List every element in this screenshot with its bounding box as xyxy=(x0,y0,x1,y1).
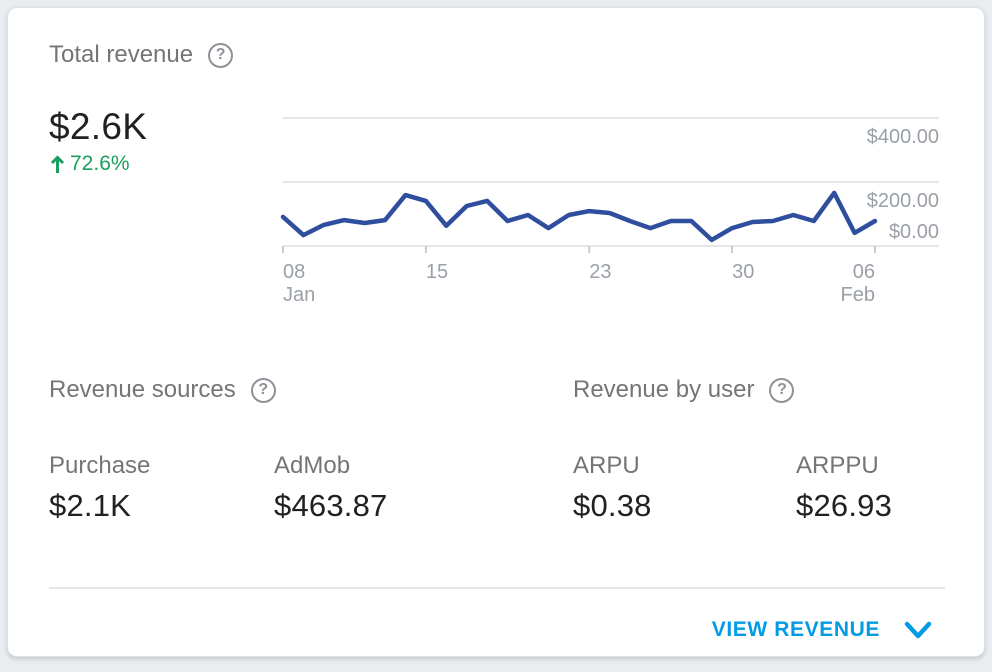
stat-label: ARPPU xyxy=(796,452,879,479)
chart-gridlines xyxy=(283,117,939,247)
stat-label: ARPU xyxy=(573,452,640,479)
arrow-up-icon xyxy=(50,154,65,173)
stat-value: $26.93 xyxy=(796,488,893,523)
stat-label: AdMob xyxy=(274,452,351,479)
svg-text:$0.00: $0.00 xyxy=(889,221,939,243)
chart-y-labels: $400.00 $200.00 $0.00 xyxy=(867,126,939,243)
svg-text:$400.00: $400.00 xyxy=(867,126,939,148)
view-revenue-label: VIEW REVENUE xyxy=(711,618,880,641)
card-header: Total revenue ? xyxy=(49,41,234,69)
svg-text:Feb: Feb xyxy=(841,284,875,306)
svg-text:23: 23 xyxy=(589,261,611,283)
revenue-sources-header: Revenue sources ? xyxy=(49,376,276,404)
stat-value: $0.38 xyxy=(573,488,652,523)
stat-arpu: ARPU $0.38 xyxy=(573,451,652,524)
svg-text:Jan: Jan xyxy=(283,284,315,306)
page-title: Total revenue xyxy=(49,41,194,68)
stat-purchase: Purchase $2.1K xyxy=(49,451,150,524)
stat-value: $463.87 xyxy=(274,488,388,523)
stat-label: Purchase xyxy=(49,452,151,479)
chevron-down-icon xyxy=(904,621,932,639)
stat-arppu: ARPPU $26.93 xyxy=(796,451,892,524)
footer-divider xyxy=(49,587,945,589)
stat-admob: AdMob $463.87 xyxy=(274,451,387,524)
revenue-chart[interactable]: $400.00 $200.00 $0.00 08 Jan 15 23 30 06 Feb xyxy=(271,101,951,311)
help-icon[interactable]: ? xyxy=(208,42,234,68)
revenue-by-user-help-icon[interactable]: ? xyxy=(769,377,795,403)
chart-x-ticks xyxy=(282,246,876,253)
stat-value: $2.1K xyxy=(49,488,132,523)
svg-text:15: 15 xyxy=(426,261,448,283)
total-revenue-value: $2.6K xyxy=(49,106,148,147)
svg-text:06: 06 xyxy=(853,261,875,283)
svg-text:30: 30 xyxy=(732,261,754,283)
revenue-by-user-header: Revenue by user ? xyxy=(573,376,795,404)
help-glyph: ? xyxy=(258,381,269,398)
revenue-sources-help-icon[interactable]: ? xyxy=(250,377,276,403)
change-percent: 72.6% xyxy=(70,152,130,175)
revenue-line-series xyxy=(280,190,878,243)
help-glyph: ? xyxy=(777,381,787,398)
total-revenue-card: Total revenue ? $2.6K 72.6% $400.00 $200.… xyxy=(7,7,985,657)
svg-text:$200.00: $200.00 xyxy=(867,190,939,212)
svg-text:08: 08 xyxy=(283,261,305,283)
help-glyph: ? xyxy=(215,46,226,63)
revenue-by-user-title: Revenue by user xyxy=(573,376,755,403)
revenue-sources-title: Revenue sources xyxy=(49,376,236,403)
revenue-change: 72.6% xyxy=(49,152,130,176)
view-revenue-button[interactable]: VIEW REVENUE xyxy=(708,612,938,648)
